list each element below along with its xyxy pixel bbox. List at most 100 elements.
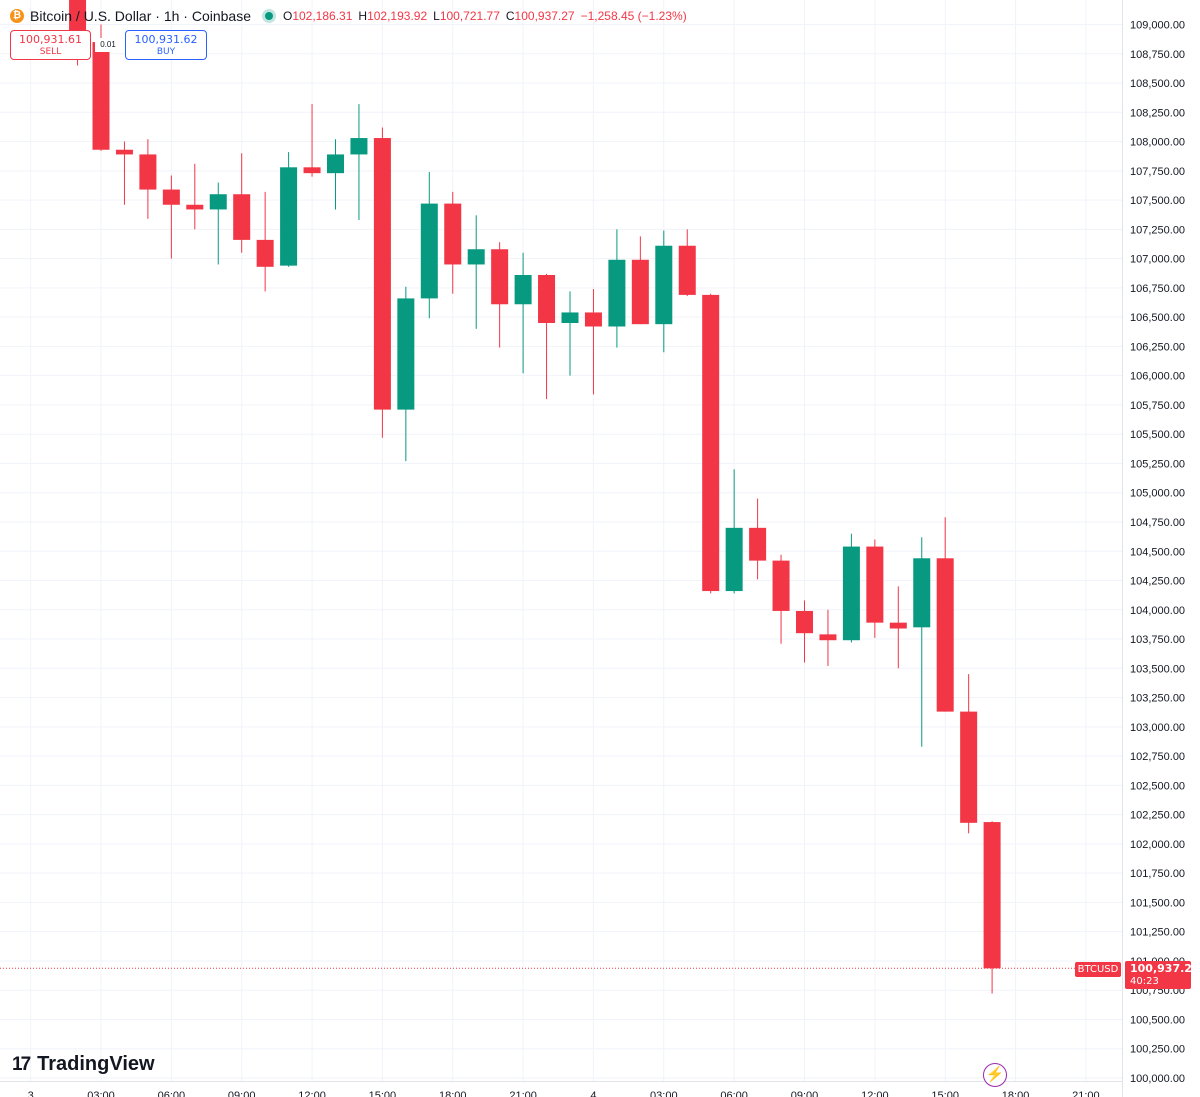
y-tick-label: 102,000.00 <box>1130 839 1185 851</box>
candle <box>514 252 532 374</box>
candle <box>584 289 602 395</box>
y-tick-label: 102,750.00 <box>1130 751 1185 763</box>
candle-body <box>233 194 251 240</box>
chart-legend: ₿ Bitcoin / U.S. Dollar · 1h · Coinbase … <box>10 6 687 26</box>
candle <box>725 469 743 594</box>
y-tick-label: 107,250.00 <box>1130 224 1185 236</box>
open-value: O102,186.31 <box>282 9 353 23</box>
x-tick-label: 03:00 <box>87 1090 115 1097</box>
candle-body <box>842 546 860 641</box>
candle <box>608 229 626 348</box>
candle-body <box>444 203 462 265</box>
sell-button[interactable]: 100,931.61 SELL <box>10 30 91 60</box>
x-tick-label: 21:00 <box>1072 1090 1100 1097</box>
candle-body <box>913 558 931 628</box>
candle <box>936 517 954 712</box>
candles <box>69 0 1001 994</box>
x-tick-label: 4 <box>590 1090 596 1097</box>
candle <box>749 498 767 580</box>
y-tick-label: 104,000.00 <box>1130 605 1185 617</box>
y-axis: 109,000.00 108,750.00 108,500.00 108,250.00… <box>1130 20 1185 1086</box>
y-tick-label: 103,250.00 <box>1130 693 1185 705</box>
candle-body <box>631 259 649 325</box>
symbol-badge: BTCUSD <box>1075 962 1121 977</box>
candle-body <box>678 245 696 295</box>
y-tick-label: 107,750.00 <box>1130 166 1185 178</box>
candle <box>631 236 649 325</box>
y-tick-label: 102,500.00 <box>1130 780 1185 792</box>
candle <box>796 600 813 663</box>
market-status-icon <box>264 12 273 20</box>
candle-body <box>350 138 368 155</box>
x-tick-label: 06:00 <box>720 1090 748 1097</box>
buy-button[interactable]: 100,931.62 BUY <box>125 30 207 60</box>
x-tick-label: 21:00 <box>509 1090 537 1097</box>
y-tick-label: 106,500.00 <box>1130 312 1185 324</box>
bitcoin-icon: ₿ <box>10 9 24 23</box>
y-tick-label: 100,000.00 <box>1130 1073 1185 1085</box>
y-tick-label: 108,500.00 <box>1130 78 1185 90</box>
low-value: L100,721.77 <box>433 9 500 23</box>
candle <box>842 533 860 643</box>
sell-label: SELL <box>39 47 62 57</box>
candle <box>819 609 837 666</box>
candle-body <box>796 610 813 634</box>
candle <box>866 539 884 638</box>
candle-body <box>327 154 344 174</box>
x-tick-label: 15:00 <box>931 1090 959 1097</box>
candle-body <box>303 167 321 174</box>
tradingview-logo[interactable]: 17 TradingView <box>12 1053 155 1076</box>
y-tick-label: 100,500.00 <box>1130 1014 1185 1026</box>
price-change: −1,258.45 (−1.23%) <box>580 9 687 23</box>
candle-body <box>819 634 837 641</box>
candle-body <box>866 546 884 623</box>
y-tick-label: 105,500.00 <box>1130 429 1185 441</box>
candle-body <box>538 274 556 323</box>
tradingview-logo-icon: 17 <box>12 1053 31 1075</box>
logo-text: TradingView <box>37 1053 155 1075</box>
x-tick-label: 06:00 <box>158 1090 186 1097</box>
y-tick-label: 103,000.00 <box>1130 722 1185 734</box>
y-tick-label: 108,750.00 <box>1130 49 1185 61</box>
lightning-icon[interactable]: ⚡ <box>983 1063 1007 1087</box>
y-tick-label: 104,250.00 <box>1130 576 1185 588</box>
candle-body <box>960 711 978 823</box>
candle <box>162 175 180 259</box>
y-tick-label: 105,000.00 <box>1130 488 1185 500</box>
candle <box>397 286 415 462</box>
y-tick-label: 101,250.00 <box>1130 927 1185 939</box>
y-tick-label: 104,750.00 <box>1130 517 1185 529</box>
close-value: C100,937.27 <box>505 9 575 23</box>
candle-body <box>772 560 790 611</box>
x-tick-label: 3 <box>28 1090 34 1097</box>
candle-body <box>936 558 954 712</box>
sell-price: 100,931.61 <box>19 33 82 46</box>
buy-label: BUY <box>156 47 176 57</box>
candle-body <box>561 312 579 323</box>
candle-body <box>491 249 509 305</box>
y-tick-label: 109,000.00 <box>1130 20 1185 32</box>
candle <box>420 171 438 319</box>
candle <box>960 674 978 834</box>
x-tick-label: 03:00 <box>650 1090 678 1097</box>
y-tick-label: 102,250.00 <box>1130 810 1185 822</box>
y-tick-label: 106,000.00 <box>1130 371 1185 383</box>
x-axis: 3 03:00 06:00 09:00 12:00 15:00 18:00 21:00 4 03:… <box>28 1090 1100 1097</box>
x-tick-label: 12:00 <box>861 1090 889 1097</box>
y-tick-label: 103,500.00 <box>1130 663 1185 675</box>
y-tick-label: 107,000.00 <box>1130 254 1185 266</box>
candle-body <box>256 239 274 267</box>
candle <box>350 104 368 220</box>
symbol-title[interactable]: Bitcoin / U.S. Dollar · 1h · Coinbase <box>30 8 251 24</box>
candle <box>491 242 509 348</box>
candle <box>256 191 274 292</box>
candle <box>678 229 696 297</box>
candle <box>983 821 1001 994</box>
candle-body <box>983 822 1001 969</box>
last-price-badge: 100,937.27 40:23 <box>1125 961 1200 989</box>
candle-body <box>608 259 626 327</box>
y-tick-label: 107,500.00 <box>1130 195 1185 207</box>
candle-body <box>749 527 767 561</box>
candle <box>233 153 251 253</box>
